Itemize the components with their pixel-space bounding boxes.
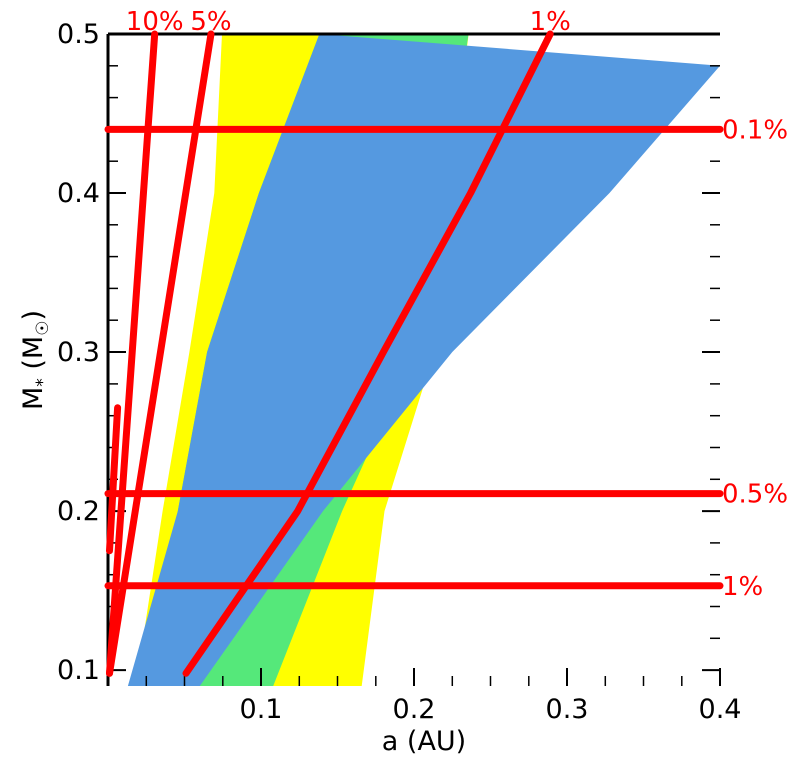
y-tick-label-0: 0.1 bbox=[57, 655, 100, 686]
contour-label-4: 0.5% bbox=[722, 480, 788, 510]
x-tick-label-1: 0.2 bbox=[393, 694, 436, 725]
labels-layer: 0.1 0.2 0.3 0.4 0.1 0.2 0.3 0.4 0.5 10% 5% 1% 0.1% 0.… bbox=[57, 7, 788, 725]
contour-label-1: 5% bbox=[190, 7, 231, 37]
x-tick-label-2: 0.3 bbox=[546, 694, 589, 725]
region-blue bbox=[127, 34, 720, 686]
y-tick-label-3: 0.4 bbox=[57, 178, 100, 209]
y-axis-label-sub2: ☉ bbox=[33, 321, 53, 336]
contour-label-2: 1% bbox=[530, 7, 571, 37]
x-axis-label: a (AU) bbox=[382, 726, 466, 757]
contour-label-5: 1% bbox=[722, 572, 763, 602]
x-tick-label-3: 0.4 bbox=[699, 694, 742, 725]
contour-short-segment bbox=[106, 404, 122, 555]
y-tick-label-2: 0.3 bbox=[57, 337, 100, 368]
x-tick-label-0: 0.1 bbox=[240, 694, 283, 725]
contour-label-0: 10% bbox=[126, 7, 184, 37]
y-axis-label-end: ) bbox=[18, 310, 49, 321]
y-axis-label: M* (M☉) bbox=[18, 310, 53, 410]
y-tick-label-4: 0.5 bbox=[57, 19, 100, 50]
contour-label-3: 0.1% bbox=[722, 115, 788, 145]
y-axis-label-sub1: * bbox=[33, 378, 53, 387]
y-axis-label-mid: (M bbox=[18, 336, 49, 378]
y-axis-label-main: M bbox=[18, 387, 49, 410]
contours-layer bbox=[104, 30, 724, 677]
contour-1%-2 bbox=[182, 30, 554, 677]
contour-10%-0 bbox=[106, 30, 159, 677]
regions-layer bbox=[127, 34, 720, 686]
contour-5%-1 bbox=[106, 30, 215, 677]
y-tick-label-1: 0.2 bbox=[57, 496, 100, 527]
ticks-layer bbox=[108, 33, 721, 686]
